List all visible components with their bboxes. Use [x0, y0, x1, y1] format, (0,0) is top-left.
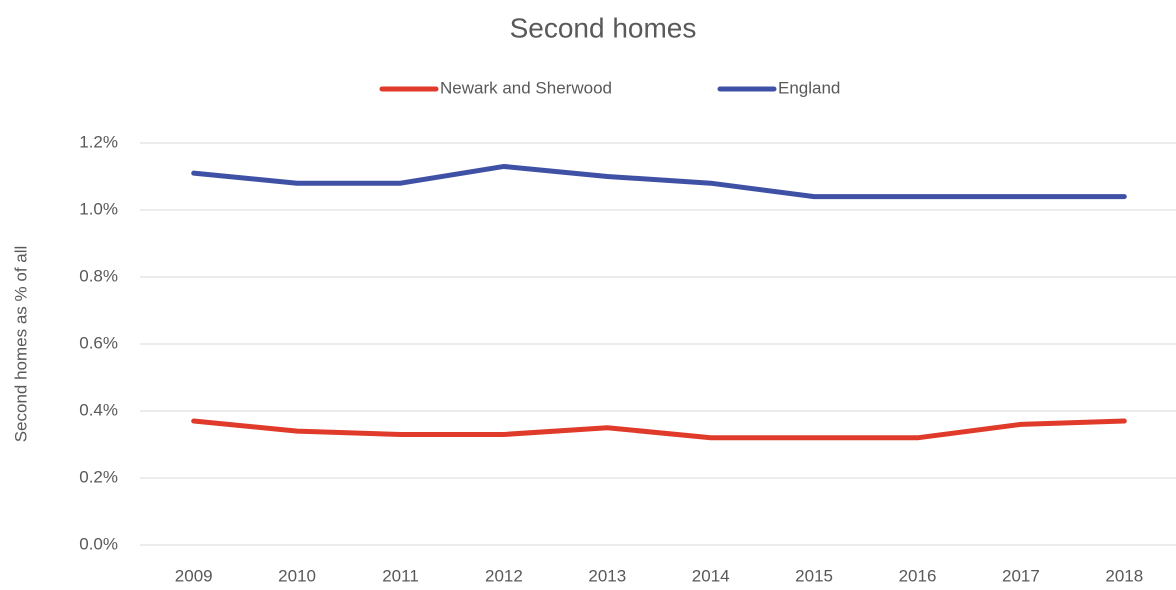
y-tick-label: 1.2%: [79, 132, 118, 151]
y-tick-label: 0.6%: [79, 333, 118, 352]
x-tick-label: 2016: [899, 566, 937, 585]
legend-label: Newark and Sherwood: [440, 78, 612, 97]
legend-label: England: [778, 78, 840, 97]
y-tick-label: 0.0%: [79, 534, 118, 553]
y-tick-label: 1.0%: [79, 199, 118, 218]
x-tick-label: 2013: [588, 566, 626, 585]
y-tick-label: 0.8%: [79, 266, 118, 285]
x-tick-label: 2017: [1002, 566, 1040, 585]
x-tick-label: 2009: [175, 566, 213, 585]
x-tick-label: 2015: [795, 566, 833, 585]
series-line: [191, 418, 1127, 441]
chart-title: Second homes: [510, 12, 697, 43]
x-tick-label: 2018: [1105, 566, 1143, 585]
y-tick-label: 0.2%: [79, 467, 118, 486]
x-tick-label: 2011: [382, 566, 419, 585]
x-tick-label: 2012: [485, 566, 523, 585]
y-axis-title: Second homes as % of all: [11, 246, 30, 443]
series-line: [191, 163, 1127, 200]
x-tick-label: 2010: [278, 566, 316, 585]
x-tick-label: 2014: [692, 566, 730, 585]
y-tick-label: 0.4%: [79, 400, 118, 419]
